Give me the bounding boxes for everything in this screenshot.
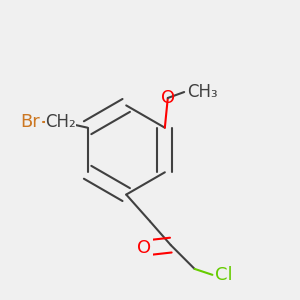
Text: O: O xyxy=(161,89,175,107)
Text: Cl: Cl xyxy=(215,266,233,284)
Text: CH₂: CH₂ xyxy=(46,113,76,131)
Text: Br: Br xyxy=(20,113,40,131)
Text: O: O xyxy=(137,239,151,257)
Text: CH₃: CH₃ xyxy=(187,83,218,101)
